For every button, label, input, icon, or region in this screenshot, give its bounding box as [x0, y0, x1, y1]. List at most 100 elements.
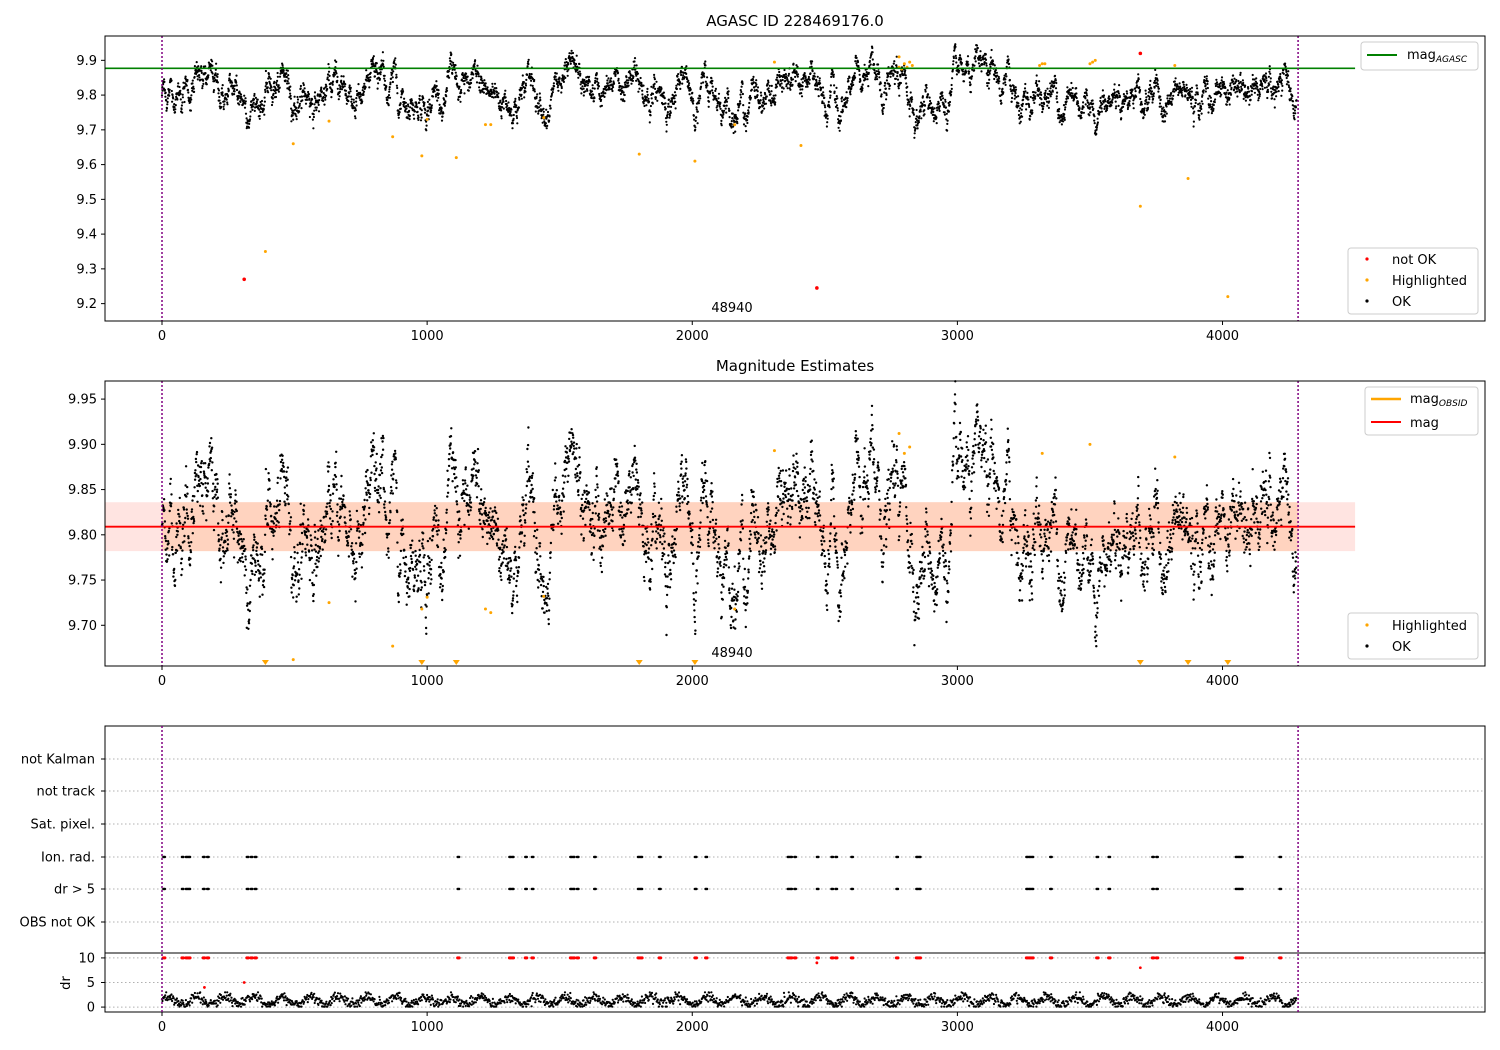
ok-point — [738, 100, 742, 103]
ok-point — [310, 544, 313, 548]
ok-point — [979, 54, 982, 57]
ok-point — [388, 96, 392, 99]
ok-point — [1140, 100, 1143, 104]
ok-point — [1289, 87, 1292, 90]
ok-point — [353, 115, 357, 118]
ok-point — [1285, 83, 1288, 86]
ok-point — [439, 112, 442, 115]
ok-point — [925, 86, 928, 89]
ok-point — [261, 103, 264, 106]
highlighted-points-series — [263, 55, 1230, 299]
ok-point — [961, 70, 965, 73]
ok-point — [1240, 88, 1243, 91]
ok-point — [270, 514, 273, 518]
ok-point — [166, 97, 169, 100]
ok-point — [388, 86, 391, 89]
ok-point — [1180, 91, 1183, 94]
ok-point — [752, 75, 755, 78]
ok-point — [1259, 87, 1262, 91]
ok-point — [769, 93, 772, 96]
ok-point — [308, 115, 311, 119]
ok-point — [1159, 95, 1162, 98]
ok-point — [371, 60, 374, 63]
ok-point — [430, 109, 433, 112]
ok-point — [463, 92, 466, 95]
ok-point — [1006, 55, 1009, 58]
ok-point — [318, 99, 321, 102]
ok-point — [1284, 65, 1287, 68]
ok-point — [1152, 97, 1155, 100]
ok-point — [845, 101, 848, 104]
ok-point — [278, 509, 281, 512]
ok-point — [916, 124, 919, 127]
ok-point — [702, 72, 706, 75]
ok-point — [656, 99, 659, 102]
ok-point — [235, 84, 238, 87]
ok-point — [895, 64, 898, 67]
ok-point — [1191, 97, 1194, 100]
ok-point — [1157, 87, 1160, 90]
ok-point — [651, 92, 655, 95]
ok-point — [212, 90, 215, 94]
ok-point — [636, 72, 640, 75]
ok-point — [1142, 110, 1146, 114]
ok-point — [477, 72, 480, 76]
ok-point — [1014, 88, 1018, 91]
ok-point — [1273, 106, 1276, 109]
ok-point — [716, 104, 719, 107]
ok-point — [1203, 75, 1206, 78]
ok-point — [555, 72, 558, 75]
ok-point — [179, 98, 182, 101]
ok-point — [835, 95, 838, 98]
ok-point — [233, 84, 236, 87]
ok-point — [906, 85, 909, 88]
ok-point — [263, 96, 266, 99]
ok-point — [524, 82, 527, 85]
ok-point — [238, 103, 241, 106]
ok-point — [1268, 83, 1271, 86]
ok-point — [622, 98, 625, 101]
ok-point — [546, 124, 549, 127]
highlighted-point — [489, 123, 493, 127]
ok-point — [765, 95, 768, 98]
ok-point — [1018, 109, 1021, 112]
ok-point — [1049, 82, 1052, 85]
ok-point — [1152, 92, 1155, 95]
ok-point — [396, 86, 399, 90]
ok-point — [1198, 114, 1201, 117]
ok-point — [161, 89, 164, 92]
ok-point — [885, 93, 888, 97]
ok-point — [289, 555, 293, 559]
ok-point — [1237, 79, 1240, 83]
ok-point — [435, 93, 438, 96]
ok-point — [292, 118, 295, 121]
ok-point — [271, 548, 274, 551]
ok-point — [267, 472, 270, 475]
ok-point — [1008, 78, 1012, 82]
ok-point — [726, 87, 729, 90]
ok-point — [287, 495, 290, 498]
ok-point — [245, 591, 248, 595]
ok-point — [330, 96, 333, 99]
ok-point — [316, 537, 319, 541]
ok-point — [286, 82, 289, 85]
ok-point — [581, 85, 584, 88]
ok-point — [691, 91, 694, 94]
ok-point — [566, 74, 569, 77]
ok-point — [1251, 73, 1254, 77]
ok-point — [817, 88, 820, 91]
ok-point — [911, 98, 914, 101]
ok-point — [434, 95, 437, 98]
ok-point — [539, 96, 542, 99]
ok-point — [748, 101, 751, 105]
ok-point — [623, 100, 626, 103]
ok-point — [922, 100, 926, 103]
ok-point — [313, 109, 316, 112]
ok-point — [1127, 106, 1130, 109]
ok-point — [583, 78, 586, 82]
ok-point — [256, 98, 259, 101]
ok-point — [848, 76, 851, 79]
ok-point — [582, 94, 585, 97]
ok-point — [416, 106, 419, 109]
ok-point — [1265, 86, 1268, 89]
